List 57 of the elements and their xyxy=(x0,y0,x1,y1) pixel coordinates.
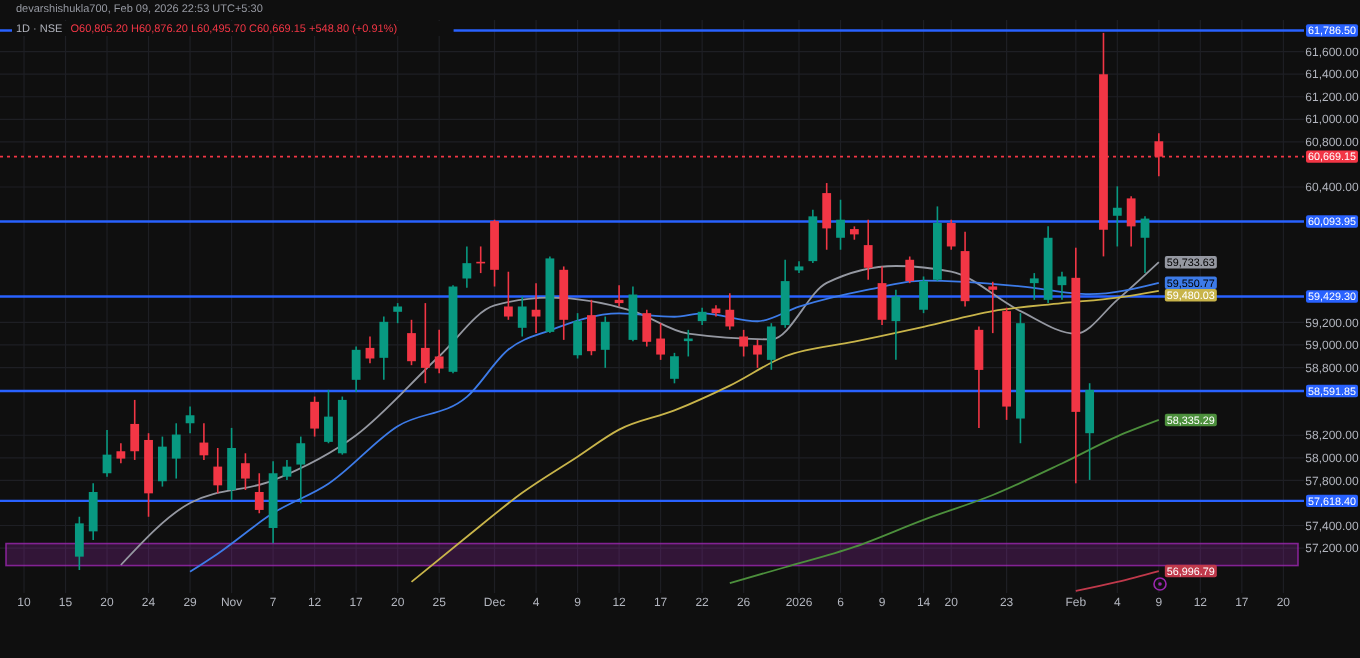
candlestick xyxy=(157,435,167,488)
candlestick xyxy=(393,302,403,324)
candlestick xyxy=(420,302,430,385)
candlestick xyxy=(628,285,638,342)
line-series xyxy=(728,419,1160,584)
candlestick xyxy=(88,482,98,541)
candlestick xyxy=(808,208,818,264)
candlestick xyxy=(988,280,998,334)
candlestick xyxy=(600,315,610,369)
candlestick xyxy=(185,405,195,434)
candlestick xyxy=(1112,185,1122,248)
candlestick xyxy=(310,395,320,438)
candlestick xyxy=(974,325,984,429)
candlestick xyxy=(587,299,596,357)
candlestick xyxy=(946,218,956,251)
candlestick xyxy=(670,352,679,385)
candlestick xyxy=(116,442,126,465)
candlestick xyxy=(241,452,250,491)
candlestick xyxy=(725,292,735,331)
candlestick xyxy=(227,427,236,501)
candlestick xyxy=(254,472,264,515)
candlestick xyxy=(407,319,416,366)
candlestick xyxy=(517,295,527,338)
candlestick xyxy=(780,258,790,329)
candlestick xyxy=(822,182,832,251)
candlestick xyxy=(351,345,361,393)
candlestick xyxy=(1029,272,1039,301)
candlestick xyxy=(379,315,389,381)
candlestick xyxy=(282,459,292,481)
line-series xyxy=(410,289,1160,583)
candlestick xyxy=(434,329,444,374)
candlestick xyxy=(656,322,666,361)
candlestick xyxy=(324,389,333,445)
candlestick xyxy=(573,312,582,360)
candlestick xyxy=(130,399,140,461)
candlestick xyxy=(891,288,901,361)
candlestick xyxy=(1140,215,1150,274)
candlestick xyxy=(739,329,749,358)
candlestick xyxy=(1126,195,1136,248)
candlestick xyxy=(766,322,776,371)
candlestick xyxy=(905,255,915,284)
candlestick xyxy=(642,308,652,348)
candlestick xyxy=(503,270,513,321)
candlestick xyxy=(919,275,928,314)
candlestick xyxy=(863,218,873,281)
candlestick xyxy=(753,339,762,369)
candlestick xyxy=(365,335,375,365)
candlestick xyxy=(1057,270,1067,301)
candlestick xyxy=(74,515,84,571)
candlestick xyxy=(462,245,472,289)
candlestick xyxy=(171,422,181,480)
candlestick xyxy=(836,198,845,251)
candlestick xyxy=(1085,382,1095,481)
candlestick xyxy=(213,447,223,495)
candlestick xyxy=(296,435,306,505)
candlestick xyxy=(877,265,887,326)
candlestick xyxy=(531,282,541,334)
